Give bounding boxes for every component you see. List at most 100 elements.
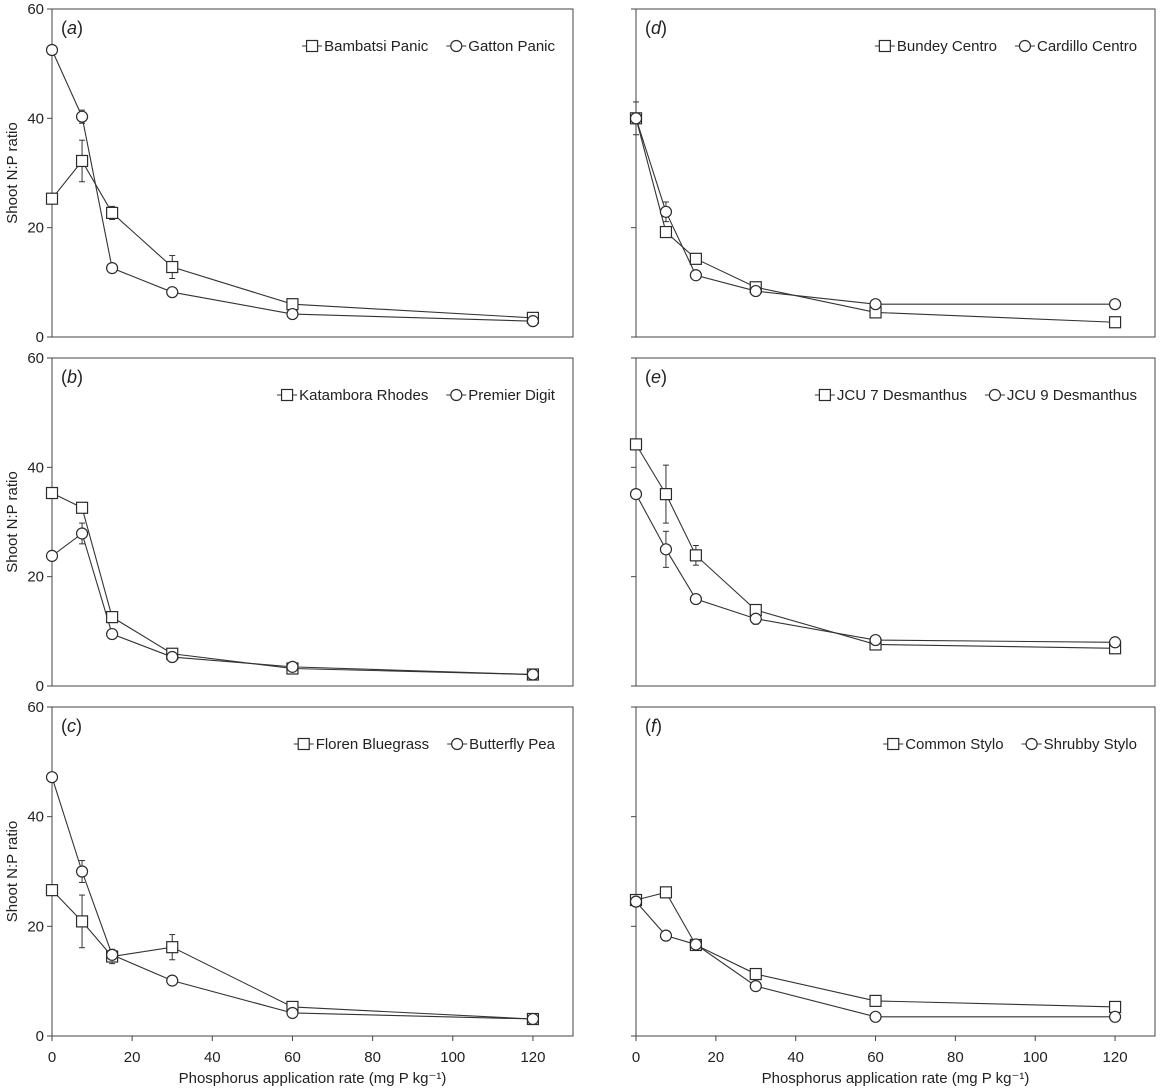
data-point-square	[1108, 316, 1122, 329]
plot-frame	[51, 706, 574, 1037]
data-point-square	[689, 252, 702, 265]
x-axis-label: Phosphorus application rate (mg P kg⁻¹)	[762, 1070, 1030, 1087]
y-tick-label: 0	[36, 678, 44, 695]
data-point-square	[106, 611, 119, 624]
data-point-circle	[869, 298, 882, 311]
legend-marker-square	[818, 388, 831, 402]
legend-marker-square	[305, 39, 319, 53]
data-point-circle	[166, 650, 179, 664]
panel-e: JCU 9 Desmanthus JCU 7 Desmanthus (e)	[629, 357, 1156, 687]
data-point-circle	[659, 543, 673, 556]
data-point-circle	[166, 974, 179, 987]
x-tick-label: 40	[787, 1049, 804, 1066]
legend-marker-circle	[450, 39, 463, 53]
legend: Gatton Panic Bambatsi Panic	[302, 38, 556, 55]
legend-marker-circle	[450, 388, 463, 402]
legend: Premier Digit Katambora Rhodes	[277, 387, 556, 404]
panel-label: (b)	[61, 367, 83, 387]
data-point-square	[45, 486, 59, 500]
data-point-square	[166, 941, 179, 954]
legend-label: JCU 7 Desmanthus	[837, 387, 967, 404]
legend-label: Bambatsi Panic	[324, 38, 429, 55]
data-point-circle	[659, 205, 673, 218]
data-point-circle	[629, 895, 643, 908]
data-point-square	[75, 915, 89, 928]
panel-f: 0 20 40 60 80 100 120 Phosphorus application ra…	[629, 706, 1156, 1087]
x-tick-label: 20	[708, 1049, 725, 1066]
legend-marker-square	[878, 39, 891, 53]
panel-label: (e)	[645, 367, 667, 387]
panel-label: (c)	[61, 716, 82, 736]
data-point-circle	[106, 262, 119, 275]
y-axis-label: Shoot N:P ratio	[4, 122, 21, 223]
y-tick-label: 40	[27, 110, 44, 127]
panel-b: 0 20 40 60 Shoot N:P ratio Premier Digit Katam…	[4, 350, 574, 695]
legend-entry-bundey-centro: Bundey Centro	[874, 38, 997, 55]
data-point-circle	[286, 307, 299, 321]
data-point-square	[629, 438, 643, 451]
x-tick-label: 0	[632, 1049, 640, 1066]
data-point-circle	[749, 980, 762, 993]
data-point-circle	[749, 284, 762, 298]
data-point-circle	[869, 633, 882, 647]
data-point-circle	[45, 549, 59, 562]
data-point-circle	[75, 865, 89, 878]
data-point-circle	[75, 110, 89, 123]
y-tick-label: 60	[27, 350, 44, 367]
legend-marker-circle	[1018, 39, 1032, 53]
legend-marker-circle	[451, 737, 464, 751]
plot-frame	[635, 8, 1156, 338]
data-point-circle	[45, 43, 59, 57]
data-point-circle	[286, 660, 299, 673]
legend-label: Gatton Panic	[468, 38, 555, 55]
x-tick-label: 120	[520, 1049, 545, 1066]
data-point-circle	[45, 771, 59, 784]
data-point-circle	[106, 948, 119, 961]
y-axis-label: Shoot N:P ratio	[4, 821, 21, 922]
x-tick-label: 100	[440, 1049, 465, 1066]
plot-frame	[635, 706, 1156, 1037]
legend-label: Butterfly Pea	[469, 736, 556, 753]
legend-entry-butterfly-pea: Butterfly Pea	[447, 736, 556, 753]
data-point-circle	[526, 1012, 540, 1026]
series-line-jcu-9-desmanthus	[635, 493, 1116, 643]
y-tick-label: 40	[27, 809, 44, 826]
legend-label: Floren Bluegrass	[316, 736, 429, 753]
series-line-cardillo-centro	[635, 118, 1116, 305]
panel-c: 0 20 40 60 0 20 40 60 80 100 120 Shoot N:P ratio Pho…	[4, 699, 574, 1087]
panel-a: 0 20 40 60 Shoot N:P ratio Gatton Panic Bambat…	[4, 1, 574, 346]
x-tick-label: 80	[947, 1049, 964, 1066]
legend-label: Shrubby Stylo	[1044, 736, 1137, 753]
y-tick-label: 20	[27, 569, 44, 586]
x-tick-label: 60	[284, 1049, 301, 1066]
series-line-premier-digit	[51, 532, 533, 676]
y-tick-label: 0	[36, 1028, 44, 1045]
panel-label: (f)	[645, 716, 662, 736]
legend-entry-shrubby-stylo: Shrubby Stylo	[1021, 736, 1137, 753]
legend: Butterfly Pea Floren Bluegrass	[293, 736, 556, 753]
plot-frame	[635, 357, 1156, 687]
y-tick-label: 60	[27, 699, 44, 716]
legend: JCU 9 Desmanthus JCU 7 Desmanthus	[814, 387, 1137, 404]
legend-entry-jcu-9-desmanthus: JCU 9 Desmanthus	[984, 387, 1137, 404]
legend-label: Katambora Rhodes	[299, 387, 428, 404]
legend-marker-circle	[988, 388, 1002, 402]
legend-label: Premier Digit	[468, 387, 556, 404]
data-point-circle	[166, 286, 179, 299]
legend-label: Bundey Centro	[897, 38, 997, 55]
x-tick-label: 80	[364, 1049, 381, 1066]
y-tick-label: 20	[27, 220, 44, 237]
legend-marker-circle	[1025, 737, 1038, 751]
x-tick-label: 0	[48, 1049, 56, 1066]
series-line-gatton-panic	[51, 49, 533, 322]
data-point-square	[106, 206, 119, 220]
legend-entry-premier-digit: Premier Digit	[446, 387, 556, 404]
legend-marker-square	[280, 388, 294, 402]
data-point-square	[75, 154, 89, 168]
x-tick-label: 20	[124, 1049, 141, 1066]
data-point-square	[45, 192, 59, 205]
data-point-circle	[526, 315, 540, 328]
data-point-circle	[689, 938, 702, 951]
